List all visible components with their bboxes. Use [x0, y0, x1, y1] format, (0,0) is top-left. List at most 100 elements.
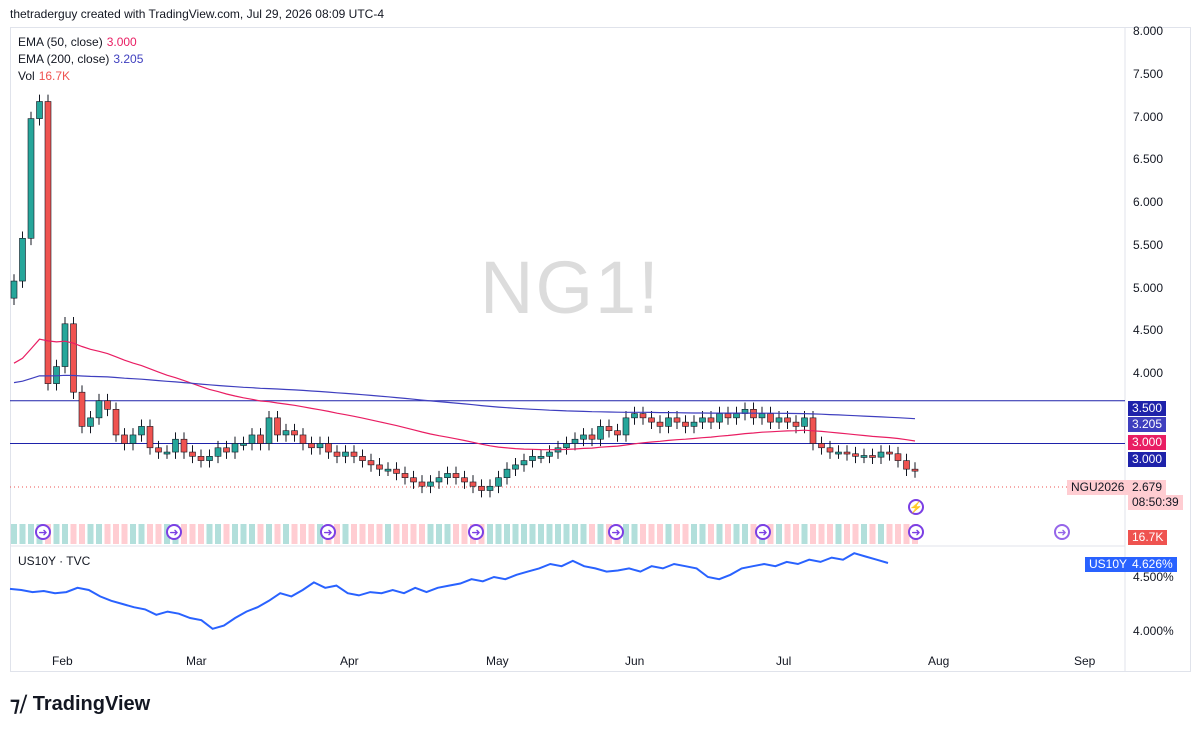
- volume-bar: [104, 524, 111, 544]
- volume-bar: [70, 524, 77, 544]
- volume-bar: [402, 524, 408, 544]
- candle-body: [138, 426, 145, 436]
- volume-bar: [487, 524, 493, 544]
- volume-bar: [198, 524, 204, 544]
- volume-bar: [249, 524, 255, 544]
- candle-body: [843, 451, 851, 455]
- candle-body: [401, 473, 409, 478]
- candle-body: [325, 443, 332, 453]
- volume-bar: [572, 524, 578, 544]
- volume-bar: [19, 524, 26, 544]
- candle-body: [707, 417, 715, 423]
- candle-body: [716, 413, 723, 423]
- candle-body: [818, 443, 825, 449]
- candle-body: [529, 456, 536, 461]
- candle-body: [461, 477, 468, 483]
- event-arrow-icon[interactable]: ➜: [908, 524, 924, 540]
- candle-body: [78, 391, 86, 427]
- ema50-tag: 3.000: [1128, 435, 1167, 450]
- volume-bar: [580, 524, 587, 544]
- candle-body: [563, 443, 570, 449]
- volume-bar: [521, 524, 527, 544]
- volume-bar: [181, 524, 187, 544]
- legend-ema50[interactable]: EMA (50, close) 3.000: [18, 35, 137, 49]
- event-arrow-icon[interactable]: ➜: [320, 524, 336, 540]
- candle-body: [588, 434, 596, 440]
- event-arrow-icon[interactable]: ➜: [35, 524, 51, 540]
- candle-body: [469, 481, 477, 487]
- volume-bar: [79, 524, 85, 544]
- volume-bar: [895, 524, 901, 544]
- candle-body: [656, 421, 664, 427]
- volume-bar: [232, 524, 238, 544]
- event-arrow-icon[interactable]: ➜: [468, 524, 484, 540]
- time-axis-tick: Mar: [186, 654, 207, 668]
- candle-body: [240, 443, 247, 446]
- candle-body: [376, 464, 383, 470]
- legend-ema200[interactable]: EMA (200, close) 3.205: [18, 52, 143, 66]
- candle-body: [631, 413, 638, 419]
- volume-bar: [512, 524, 519, 544]
- candle-body: [197, 456, 205, 461]
- volume-bar: [546, 524, 553, 544]
- volume-tag: 16.7K: [1128, 530, 1168, 545]
- candle-body: [291, 430, 298, 436]
- vol-value: 16.7K: [38, 69, 71, 83]
- event-arrow-icon[interactable]: ➜: [1054, 524, 1070, 540]
- volume-bar: [827, 524, 833, 544]
- time-axis-tick: Jun: [625, 654, 645, 668]
- candle-body: [639, 413, 647, 419]
- candle-body: [61, 323, 69, 367]
- lightning-icon[interactable]: ⚡: [908, 499, 924, 515]
- volume-bar: [359, 524, 366, 544]
- candle-body: [767, 413, 774, 423]
- tradingview-logo[interactable]: ⁊⧸ TradingView: [10, 692, 150, 717]
- candle-body: [342, 451, 349, 457]
- candle-body: [87, 417, 94, 427]
- candle-body: [690, 421, 698, 427]
- candle-body: [44, 101, 52, 384]
- candle-body: [274, 417, 281, 436]
- candle-body: [835, 451, 842, 455]
- volume-bar: [274, 524, 281, 544]
- event-arrow-icon[interactable]: ➜: [608, 524, 624, 540]
- volume-bar: [691, 524, 697, 544]
- volume-bar: [419, 524, 425, 544]
- volume-bar: [835, 524, 842, 544]
- candle-body: [444, 473, 451, 478]
- candle-body: [418, 481, 426, 487]
- volume-bar: [708, 524, 714, 544]
- volume-bar: [495, 524, 502, 544]
- volume-bar: [393, 524, 400, 544]
- volume-bar: [682, 524, 689, 544]
- chart-frame: [10, 27, 1191, 672]
- us10y-symbol-tag: US10Y: [1085, 557, 1132, 572]
- volume-bar: [28, 524, 34, 544]
- candle-body: [316, 443, 324, 449]
- volume-bar: [648, 524, 655, 544]
- legend-volume[interactable]: Vol 16.7K: [18, 69, 70, 83]
- event-arrow-icon[interactable]: ➜: [166, 524, 182, 540]
- candle-body: [512, 464, 519, 470]
- us10y-line: [9, 552, 889, 630]
- price-axis-tick: 5.500: [1133, 237, 1164, 252]
- ema50-value: 3.000: [106, 35, 137, 49]
- volume-bar: [784, 524, 791, 544]
- event-arrow-icon[interactable]: ➜: [755, 524, 771, 540]
- time-axis-tick: Sep: [1074, 654, 1096, 668]
- volume-bar: [53, 524, 60, 544]
- volume-bar: [852, 524, 859, 544]
- yield-axis-tick: 4.500%: [1133, 570, 1174, 584]
- volume-bar: [453, 524, 459, 544]
- lower-pane-label[interactable]: US10Y · TVC: [18, 554, 91, 568]
- volume-bar: [96, 524, 102, 544]
- volume-bar: [538, 524, 544, 544]
- price-axis-tick: 5.000: [1133, 280, 1164, 295]
- volume-bar: [87, 524, 94, 544]
- tv-logo-icon: ⁊⧸: [10, 694, 27, 716]
- candle-body: [648, 417, 655, 423]
- candle-body: [597, 426, 604, 440]
- volume-bar: [291, 524, 298, 544]
- candle-body: [231, 443, 239, 453]
